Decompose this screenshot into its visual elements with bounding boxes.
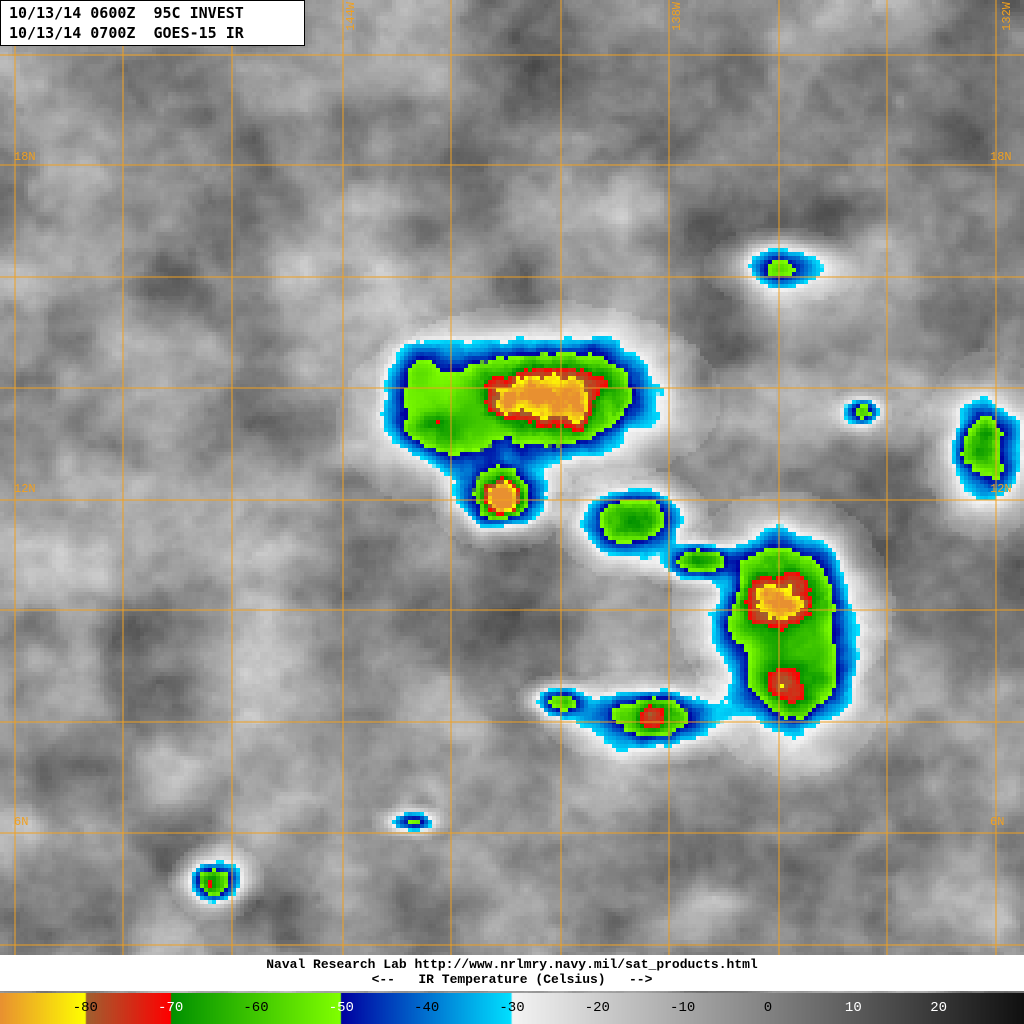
title-line-1: 10/13/14 0600Z 95C INVEST	[9, 4, 244, 22]
colorbar-tick-label: -80	[72, 1000, 98, 1016]
colorbar-tick-label: 20	[930, 1000, 948, 1016]
lon-label-138w: 138W	[670, 2, 684, 31]
lon-label-144w: 144W	[344, 2, 358, 31]
title-box: 10/13/14 0600Z 95C INVEST 10/13/14 0700Z …	[0, 0, 305, 46]
lat-label-12n: 12N	[14, 482, 36, 496]
scale-title: <-- IR Temperature (Celsius) -->	[371, 972, 653, 987]
caption: Naval Research Lab http://www.nrlmry.nav…	[0, 955, 1024, 991]
temperature-colorbar	[0, 993, 1024, 1024]
title-line-2: 10/13/14 0700Z GOES-15 IR	[9, 24, 244, 42]
credit-text: Naval Research Lab http://www.nrlmry.nav…	[266, 957, 758, 972]
lat-lon-grid	[0, 0, 1024, 955]
colorbar-tick-label: -10	[670, 1000, 696, 1016]
colorbar-tick-label: -30	[499, 1000, 525, 1016]
colorbar-tick-label: -20	[584, 1000, 610, 1016]
lat-label-18n: 18N	[14, 150, 36, 164]
lat-label-18n-right: 18N	[990, 150, 1012, 164]
lat-label-6n-right: 6N	[990, 815, 1005, 829]
lat-label-6n: 6N	[14, 815, 29, 829]
colorbar-tick-label: -50	[328, 1000, 354, 1016]
colorbar-tick-label: 0	[763, 1000, 773, 1016]
colorbar-tick-label: -60	[243, 1000, 269, 1016]
lon-label-132w: 132W	[1000, 2, 1014, 31]
lat-label-12n-right: 12N	[990, 482, 1012, 496]
colorbar-tick-label: 10	[844, 1000, 862, 1016]
colorbar-tick-label: -40	[414, 1000, 440, 1016]
colorbar-tick-label: -70	[158, 1000, 184, 1016]
